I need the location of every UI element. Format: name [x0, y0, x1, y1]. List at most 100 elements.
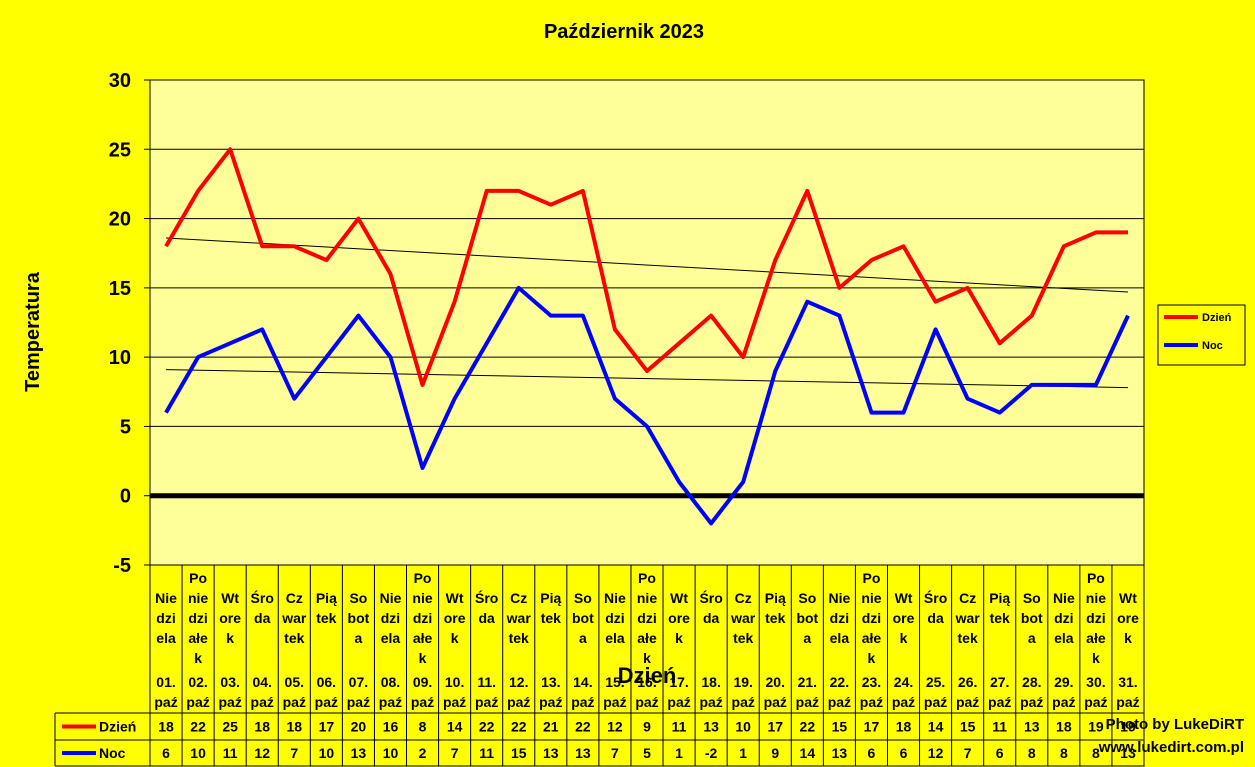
weekday-label: war — [955, 610, 981, 626]
month-label: paź — [218, 694, 241, 710]
series-lines — [164, 147, 1130, 526]
table-cell: 12 — [254, 745, 270, 761]
month-label: paź — [764, 694, 787, 710]
date-label: 21. — [798, 674, 817, 690]
y-tick-label: 10 — [109, 347, 131, 369]
table-cell: 22 — [800, 719, 816, 735]
data-table: Niedziela01.paźPoniedziałek02.paźWtorek0… — [54, 564, 1145, 767]
table-cell: 15 — [960, 719, 976, 735]
date-label: 11. — [477, 674, 496, 690]
table-cell: 6 — [996, 745, 1004, 761]
month-label: paź — [635, 694, 658, 710]
y-tick-label: 15 — [109, 278, 131, 300]
table-cell: 14 — [800, 745, 816, 761]
weekday-label: Wt — [895, 590, 913, 606]
date-label: 06. — [317, 674, 336, 690]
table-cell: 10 — [190, 745, 206, 761]
trendline — [166, 369, 1128, 389]
weekday-label: bot — [348, 610, 370, 626]
weekday-label: k — [1124, 630, 1132, 646]
date-label: 16. — [637, 674, 656, 690]
weekday-label: Cz — [735, 590, 752, 606]
date-label: 12. — [509, 674, 528, 690]
weekday-label: ela — [1054, 630, 1074, 646]
weekday-label: Śro — [251, 589, 274, 606]
legend-label-dzien: Dzień — [1202, 312, 1232, 324]
table-cell: 22 — [190, 719, 206, 735]
weekday-label: ela — [381, 630, 401, 646]
weekday-label: nie — [412, 590, 432, 606]
month-label: paź — [860, 694, 883, 710]
month-label: paź — [347, 694, 370, 710]
table-cell: 13 — [351, 745, 367, 761]
month-label: paź — [1052, 694, 1075, 710]
month-label: paź — [667, 694, 690, 710]
weekday-label: tek — [765, 610, 785, 626]
weekday-label: bot — [1021, 610, 1043, 626]
table-cell: 18 — [254, 719, 270, 735]
table-cell: 19 — [1120, 719, 1136, 735]
weekday-label: dzi — [1054, 610, 1073, 626]
weekday-label: nie — [637, 590, 657, 606]
date-label: 23. — [862, 674, 881, 690]
y-tick-label: -5 — [113, 555, 131, 577]
weekday-label: Śro — [475, 589, 498, 606]
table-cell: 11 — [223, 745, 238, 761]
weekday-label: da — [703, 610, 720, 626]
weekday-label: Nie — [828, 590, 850, 606]
date-label: 04. — [252, 674, 271, 690]
weekday-label: tek — [541, 610, 561, 626]
table-cell: 16 — [383, 719, 399, 735]
date-label: 17. — [669, 674, 688, 690]
table-cell: 17 — [864, 719, 880, 735]
month-label: paź — [1084, 694, 1107, 710]
table-series-name: Dzień — [99, 719, 136, 735]
legend-label-noc: Noc — [1202, 340, 1223, 352]
y-tick-label: 30 — [109, 70, 131, 92]
table-cell: 19 — [1088, 719, 1104, 735]
date-label: 03. — [220, 674, 239, 690]
table-cell: 12 — [607, 719, 623, 735]
weekday-label: Pią — [765, 590, 786, 606]
table-cell: 21 — [543, 719, 559, 735]
month-label: paź — [988, 694, 1011, 710]
weekday-label: Nie — [604, 590, 626, 606]
weekday-label: a — [579, 630, 587, 646]
table-cell: 11 — [479, 745, 494, 761]
weekday-label: ore — [219, 610, 241, 626]
table-cell: 6 — [868, 745, 876, 761]
weekday-label: bot — [796, 610, 818, 626]
weekday-label: tek — [509, 630, 529, 646]
weekday-label: ore — [668, 610, 690, 626]
weekday-label: tek — [990, 610, 1010, 626]
date-label: 18. — [701, 674, 720, 690]
weekday-label: Po — [414, 570, 432, 586]
weekday-label: Pią — [989, 590, 1010, 606]
date-label: 19. — [733, 674, 752, 690]
weekday-label: ałe — [413, 630, 433, 646]
weekday-label: war — [281, 610, 307, 626]
month-label: paź — [443, 694, 466, 710]
table-cell: 18 — [287, 719, 303, 735]
y-tick-label: 25 — [109, 139, 131, 161]
date-label: 28. — [1022, 674, 1041, 690]
table-cell: 8 — [1092, 745, 1100, 761]
table-cell: 7 — [964, 745, 972, 761]
y-tick-label: 20 — [109, 209, 131, 231]
weekday-label: Cz — [959, 590, 976, 606]
weekday-label: So — [798, 590, 816, 606]
x-axis-label: Dzień — [618, 663, 677, 688]
weekday-label: So — [349, 590, 367, 606]
table-cell: 14 — [447, 719, 463, 735]
date-label: 10. — [445, 674, 464, 690]
weekday-label: war — [506, 610, 532, 626]
table-cell: 7 — [611, 745, 619, 761]
month-label: paź — [475, 694, 498, 710]
weekday-label: ałe — [862, 630, 882, 646]
table-cell: 10 — [319, 745, 335, 761]
weekday-label: tek — [316, 610, 336, 626]
weekday-label: Po — [1087, 570, 1105, 586]
month-label: paź — [379, 694, 402, 710]
weekday-label: ela — [156, 630, 176, 646]
month-label: paź — [732, 694, 755, 710]
